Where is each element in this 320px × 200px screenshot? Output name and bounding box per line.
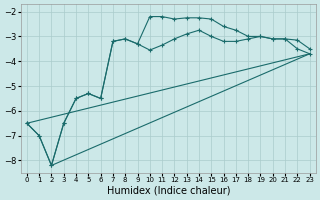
- X-axis label: Humidex (Indice chaleur): Humidex (Indice chaleur): [107, 186, 230, 196]
